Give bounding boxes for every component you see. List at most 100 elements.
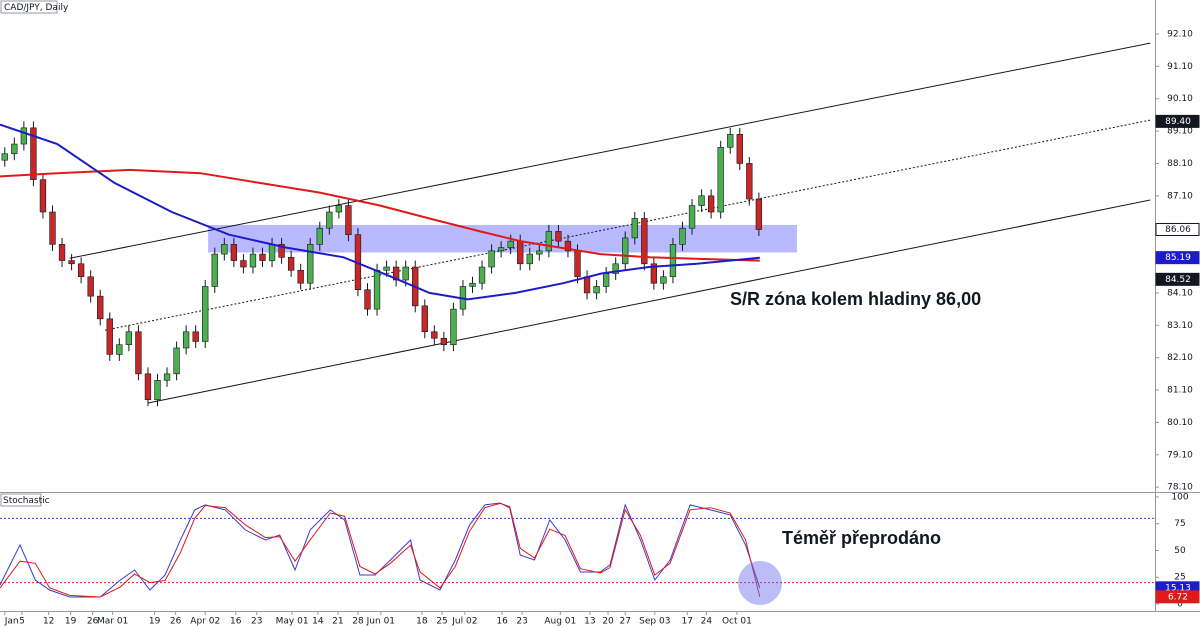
y-tick-label: 87.10 (1167, 191, 1193, 201)
candle-body (125, 331, 133, 346)
title-box (0, 0, 58, 14)
candle-body (450, 308, 457, 346)
x-tick-label: 20 (602, 617, 614, 627)
candle-body (583, 276, 591, 294)
candle-body (469, 282, 476, 287)
candle-body (144, 373, 152, 401)
annotation: S/R zóna kolem hladiny 86,00 (730, 289, 981, 309)
indicator-title: Stochastic (3, 496, 50, 506)
candle-body (402, 266, 409, 281)
indicator-line (0, 502, 761, 598)
candle-body (641, 218, 648, 265)
candle-body (230, 244, 238, 261)
candle-body (163, 373, 171, 381)
x-tick-label: 28 (352, 617, 364, 627)
price-label-box (1155, 222, 1200, 236)
y-tick-label: 90.10 (1167, 94, 1193, 104)
candle-body (517, 240, 524, 265)
y-tick-label: 89.10 (1167, 127, 1193, 137)
candle-body (507, 240, 514, 248)
y-tick-label: 0 (1177, 600, 1183, 610)
y-tick-label: 92.10 (1167, 29, 1193, 39)
indicator-line (0, 168, 760, 262)
candle-body (440, 337, 448, 346)
x-tick-label: 17 (682, 617, 693, 627)
x-tick-label: 27 (620, 617, 631, 627)
candle-body (87, 276, 94, 297)
candle-body (259, 253, 266, 261)
x-tick-label: 5 (19, 617, 25, 627)
y-tick-label: 78.10 (1167, 483, 1193, 493)
candle-body (602, 273, 610, 287)
price-label: 6.72 (1168, 592, 1188, 602)
candle-body (650, 263, 658, 284)
candle-body (287, 257, 295, 271)
x-tick-label: Jul 02 (451, 617, 477, 627)
candle-body (622, 237, 629, 265)
candle-body (202, 286, 209, 342)
candle-body (383, 266, 390, 271)
y-tick-label: 83.10 (1167, 321, 1193, 331)
candle-body (77, 263, 85, 278)
candle-body (536, 250, 543, 255)
candle-body (364, 289, 371, 310)
candle-body (392, 266, 400, 281)
x-tick-label: Jan (4, 617, 19, 627)
x-tick-label: 25 (436, 617, 447, 627)
candle-body (182, 331, 190, 349)
price-label: 85.19 (1165, 253, 1191, 263)
x-tick-label: Mar 01 (97, 617, 128, 627)
x-tick-label: 12 (43, 617, 54, 627)
candle-body (698, 195, 705, 206)
candle-body (707, 195, 715, 213)
candle-body (278, 244, 285, 258)
indicator-title-box (0, 493, 42, 507)
y-tick-label: 75 (1174, 519, 1185, 529)
x-tick-label: 16 (496, 617, 508, 627)
candle-body (154, 380, 161, 401)
candle-body (307, 244, 314, 284)
candle-body (727, 134, 734, 148)
candle-body (555, 231, 562, 242)
candle-body (564, 240, 572, 252)
candle-body (631, 218, 638, 239)
candle-body (249, 253, 257, 268)
x-tick-label: 16 (230, 617, 242, 627)
candle-body (746, 163, 753, 200)
candle-body (192, 331, 199, 342)
trendline (69, 42, 1151, 259)
candle-body (106, 318, 113, 355)
x-tick-label: Apr 02 (190, 617, 220, 627)
trendline (104, 119, 1151, 331)
candle-body (345, 205, 352, 235)
x-tick-label: Sep 03 (639, 617, 670, 627)
candle-body (431, 331, 438, 339)
price-label-box (1155, 251, 1200, 265)
candle-body (39, 179, 47, 213)
x-tick-label: 18 (416, 617, 428, 627)
indicator-line (0, 502, 761, 598)
candle-body (526, 253, 533, 265)
x-tick-label: 26 (87, 617, 99, 627)
x-tick-label: Jun 01 (366, 617, 395, 627)
price-label-box (1155, 114, 1200, 128)
price-label-box (1155, 272, 1200, 286)
plot-area: 78.1079.1080.1081.1082.1083.1084.1085.10… (0, 29, 1200, 627)
candle-body (297, 269, 304, 284)
candle-body (58, 244, 66, 261)
candle-body (679, 227, 686, 245)
candle-body (135, 331, 142, 375)
candle-body (736, 134, 743, 164)
price-label-box (1155, 590, 1200, 604)
candle-body (593, 286, 600, 294)
candle-body (717, 146, 724, 213)
price-label: 89.40 (1165, 117, 1191, 127)
candle-body (574, 250, 581, 278)
candle-body (497, 247, 505, 252)
candle-body (97, 295, 104, 320)
x-tick-label: 24 (701, 617, 713, 627)
x-tick-label: 19 (149, 617, 161, 627)
candle-body (11, 143, 18, 155)
